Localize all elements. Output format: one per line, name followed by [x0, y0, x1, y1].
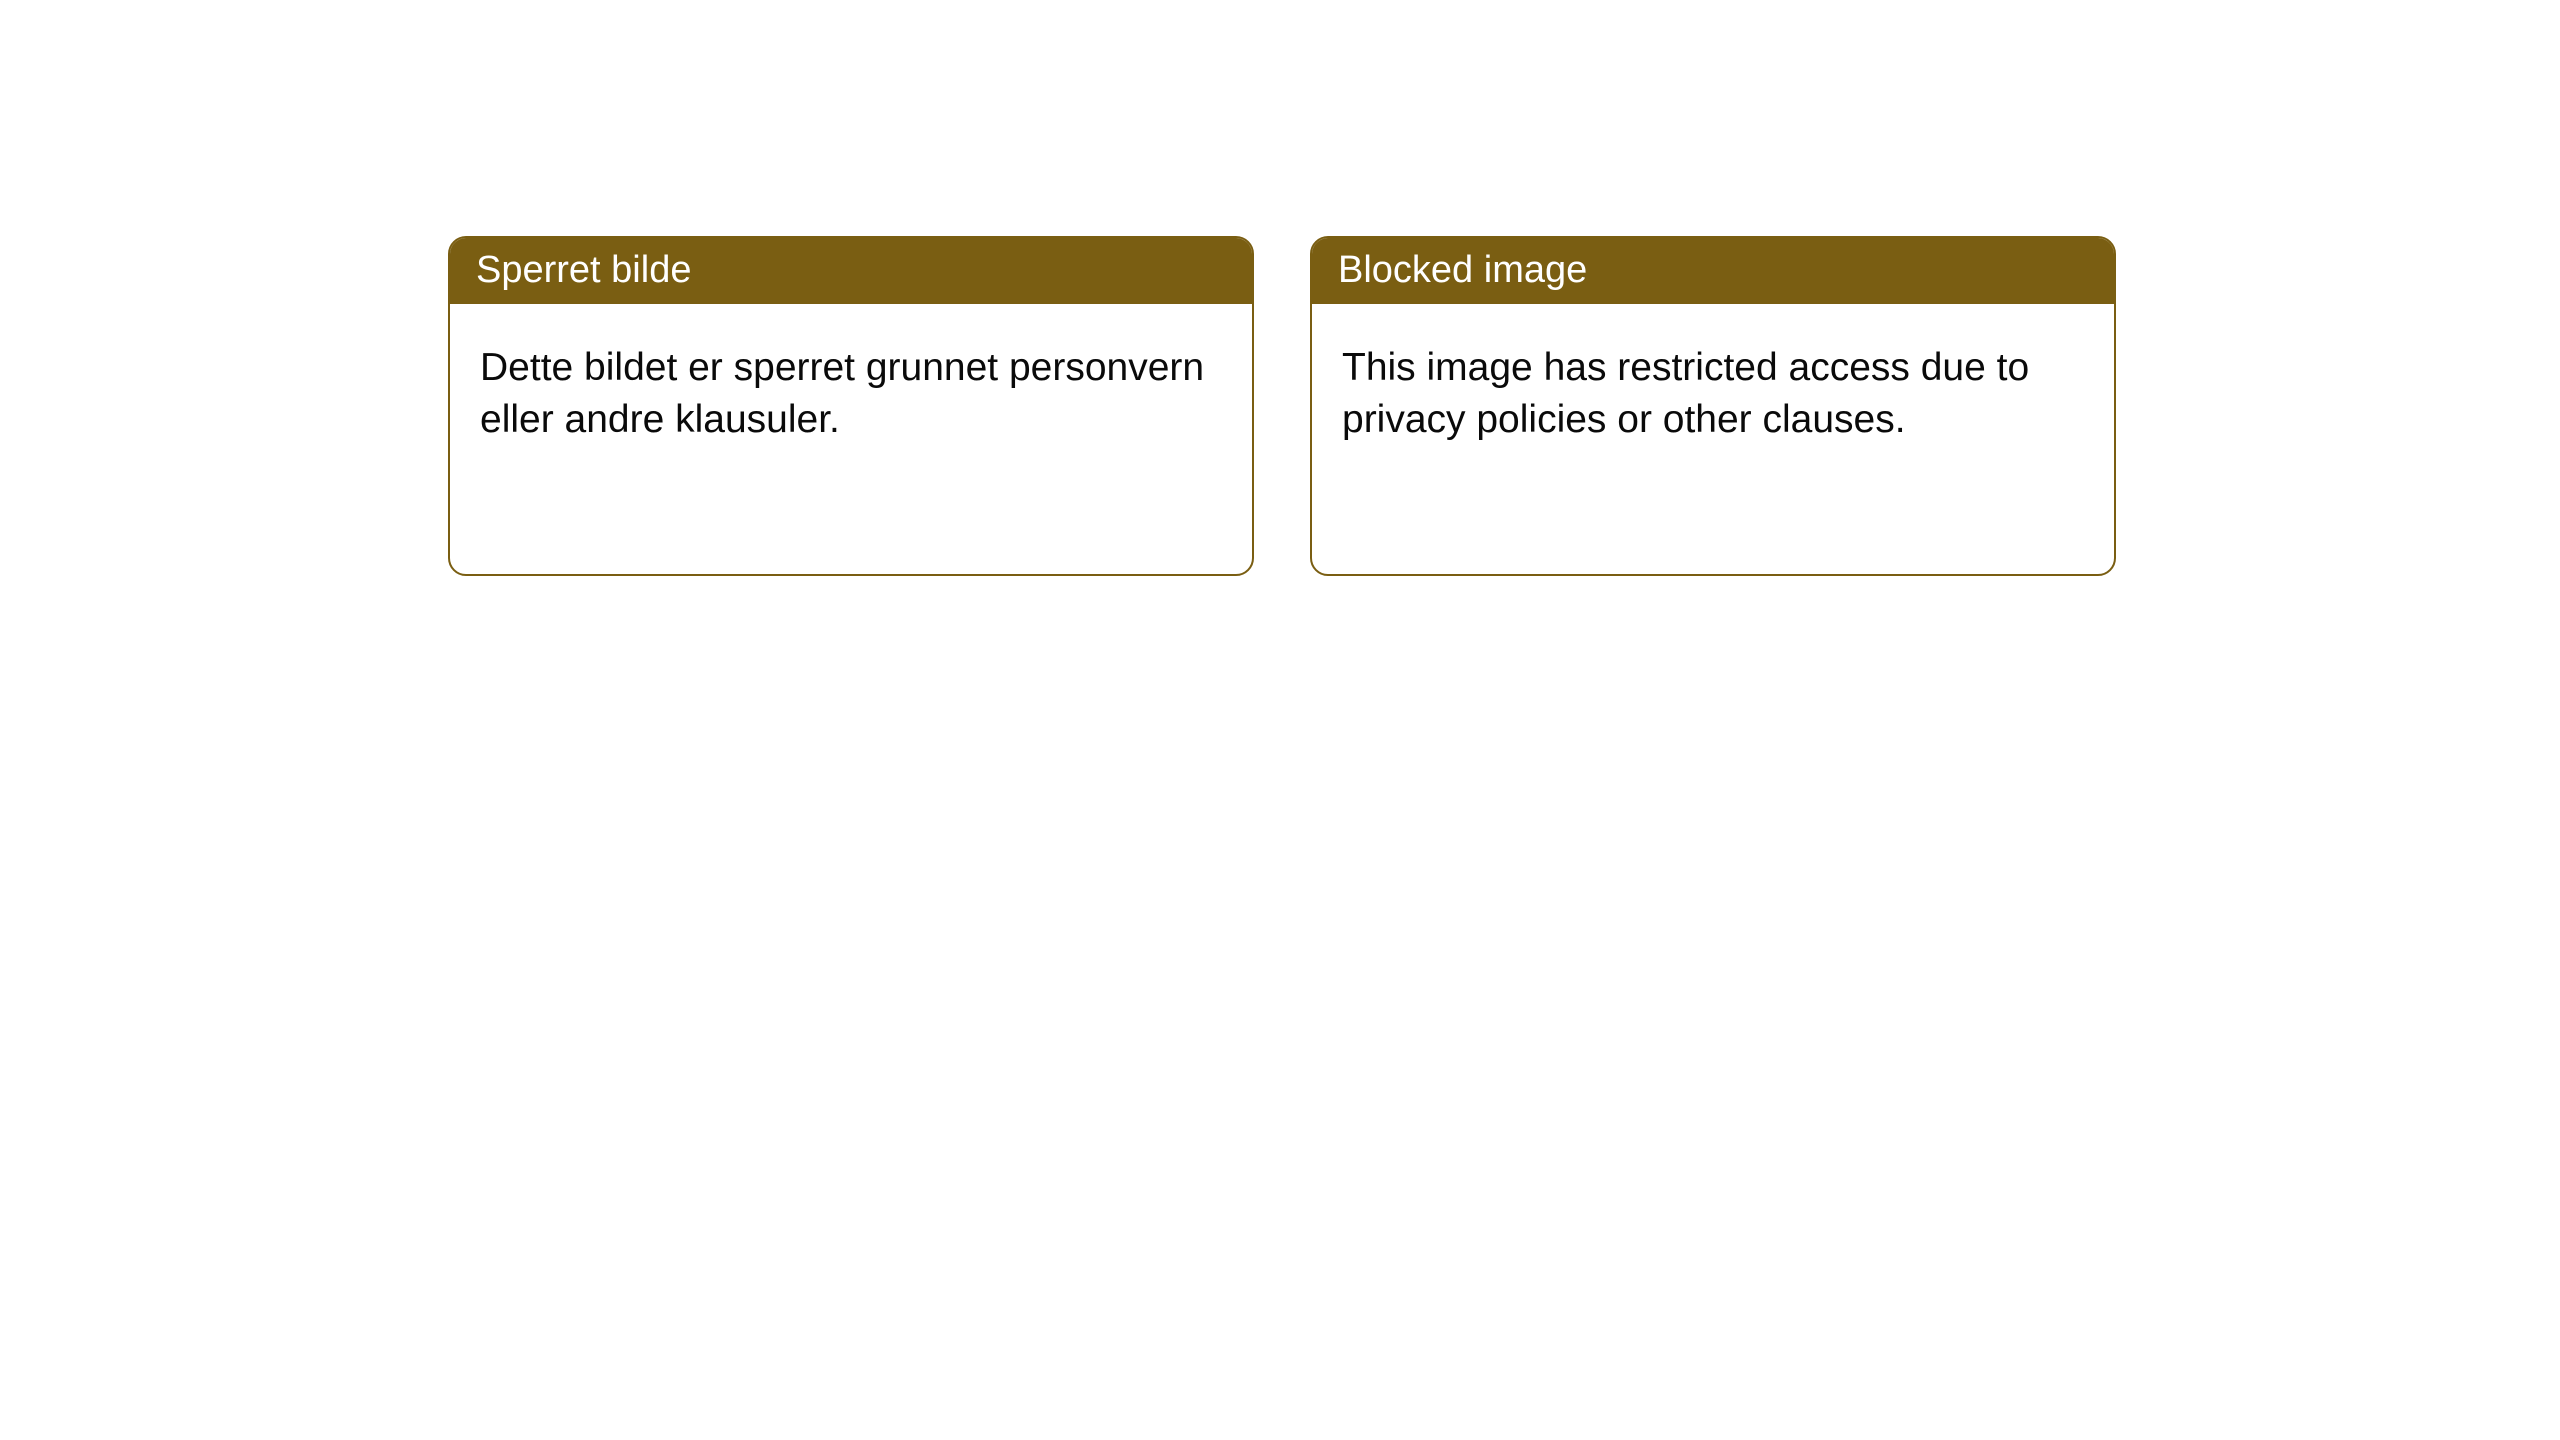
notice-container: Sperret bilde Dette bildet er sperret gr… — [0, 0, 2560, 576]
notice-header-no: Sperret bilde — [450, 238, 1252, 304]
notice-box-no: Sperret bilde Dette bildet er sperret gr… — [448, 236, 1254, 576]
notice-body-en: This image has restricted access due to … — [1312, 304, 2114, 574]
notice-box-en: Blocked image This image has restricted … — [1310, 236, 2116, 576]
notice-body-no: Dette bildet er sperret grunnet personve… — [450, 304, 1252, 574]
notice-header-en: Blocked image — [1312, 238, 2114, 304]
